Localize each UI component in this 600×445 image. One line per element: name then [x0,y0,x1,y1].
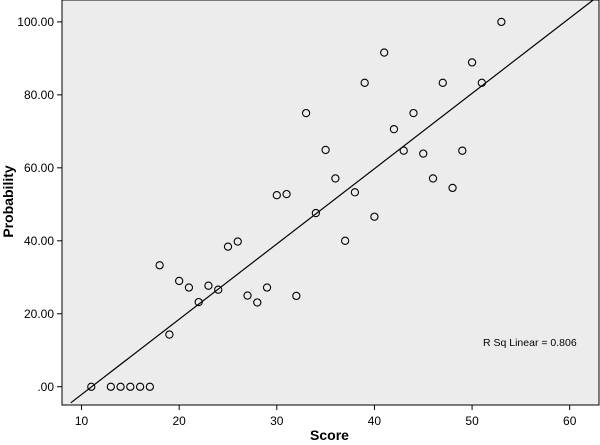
data-point [380,48,389,57]
data-point [184,283,194,292]
data-point [477,78,486,87]
data-point [194,297,203,307]
x-tick-label: 60 [563,414,577,428]
data-point [370,212,379,221]
x-tick-label: 20 [172,414,186,428]
x-axis-ticks: 10 20 30 40 50 60 [75,405,577,428]
y-tick-label: 20.00 [24,307,54,321]
data-point [126,382,135,391]
data-point [301,108,311,118]
y-axis-ticks: .00 20.00 40.00 60.00 80.00 100.00 [17,15,62,394]
x-axis-title: Score [310,427,349,443]
data-point [145,382,155,391]
y-tick-label: 60.00 [24,161,54,175]
data-point [116,382,125,391]
data-point [282,189,291,199]
data-point [428,174,438,183]
data-point [292,291,301,301]
data-point [467,58,477,67]
x-tick-label: 40 [368,414,382,428]
data-point [340,236,350,245]
y-tick-label: 100.00 [17,15,54,29]
data-point [223,242,233,251]
data-point [458,146,467,155]
data-point [262,283,272,292]
data-point [135,382,145,391]
data-point [311,208,321,218]
data-point [389,125,399,134]
data-point [331,174,340,183]
y-tick-label: 40.00 [24,234,54,248]
data-points [87,17,506,391]
data-point [360,78,369,87]
data-point [204,281,213,290]
data-point [175,276,184,286]
regression-line [70,0,594,404]
data-point [87,382,96,391]
x-tick-label: 10 [75,414,89,428]
data-point [448,183,457,193]
data-point [253,298,262,307]
y-tick-label: .00 [37,380,54,394]
r-squared-annotation: R Sq Linear = 0.806 [483,337,577,349]
y-axis-title: Probability [0,165,16,238]
data-point [399,146,408,155]
x-tick-label: 30 [270,414,284,428]
y-tick-label: 80.00 [24,88,54,102]
data-point [419,149,428,158]
data-point [165,330,174,339]
data-point [214,285,223,294]
data-point [272,191,281,200]
x-tick-label: 50 [465,414,479,428]
data-point [243,291,252,300]
data-point [350,188,360,197]
data-point [233,237,242,246]
data-point [106,382,115,391]
data-point [497,17,506,27]
data-point [438,78,447,87]
data-point [321,145,330,155]
data-point [409,108,418,118]
data-point [155,261,164,270]
